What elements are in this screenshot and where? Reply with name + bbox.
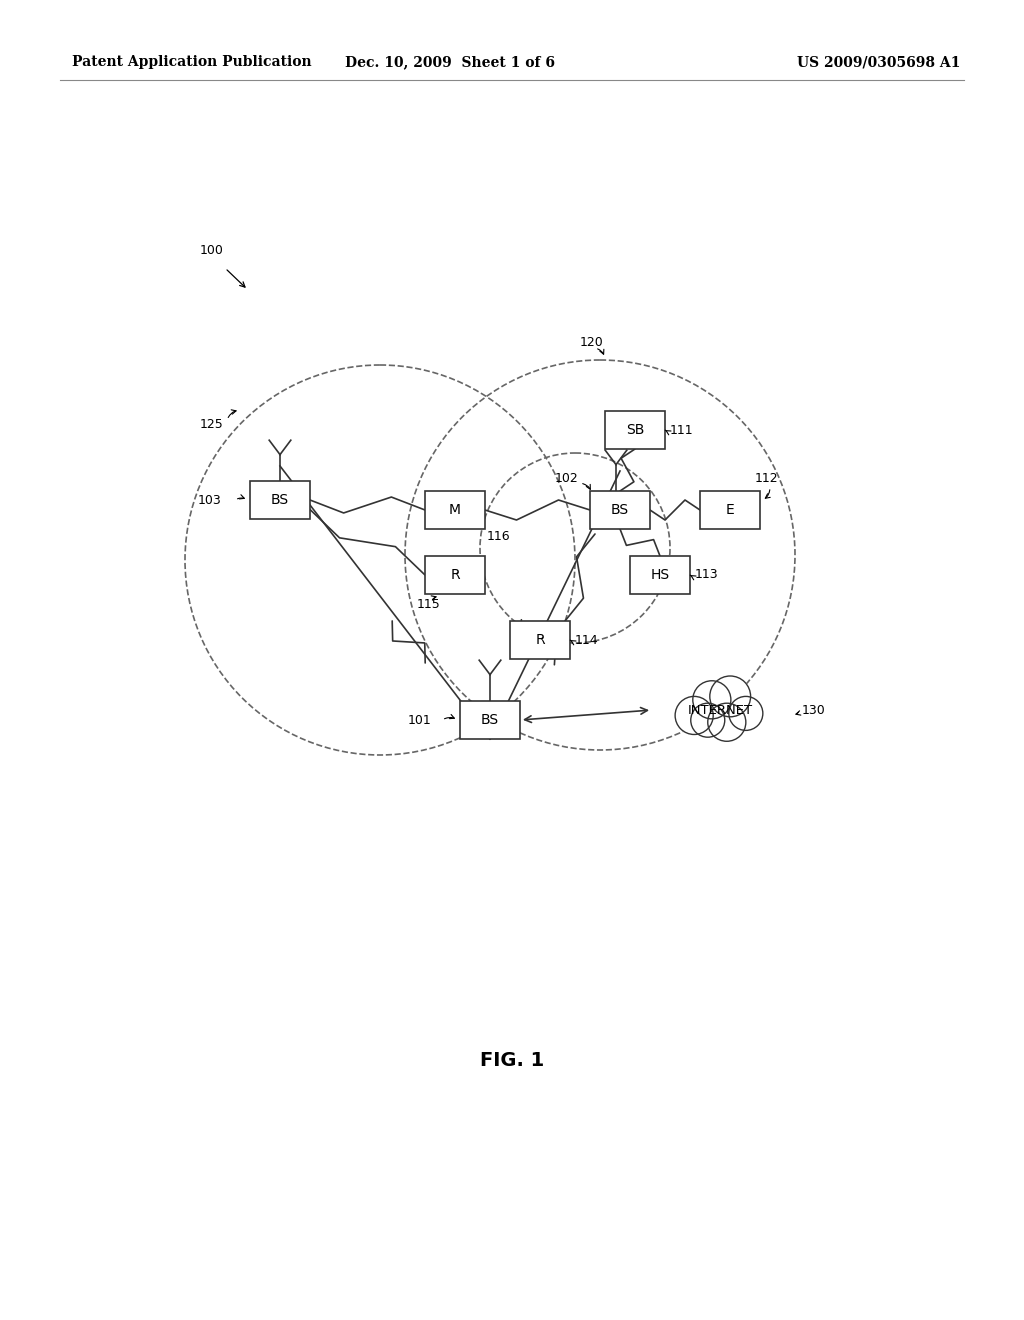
FancyBboxPatch shape <box>425 556 485 594</box>
Text: 114: 114 <box>575 634 599 647</box>
Text: Patent Application Publication: Patent Application Publication <box>72 55 311 69</box>
Text: HS: HS <box>650 568 670 582</box>
Circle shape <box>693 681 731 719</box>
Text: R: R <box>536 634 545 647</box>
Text: 115: 115 <box>417 598 440 610</box>
FancyBboxPatch shape <box>605 411 665 449</box>
Text: 113: 113 <box>695 569 719 582</box>
Text: 102: 102 <box>555 473 579 486</box>
Circle shape <box>691 704 725 737</box>
Circle shape <box>729 697 763 730</box>
Text: 101: 101 <box>408 714 432 726</box>
Text: 103: 103 <box>198 494 222 507</box>
Text: 100: 100 <box>200 243 224 256</box>
Text: BS: BS <box>481 713 499 727</box>
Text: Dec. 10, 2009  Sheet 1 of 6: Dec. 10, 2009 Sheet 1 of 6 <box>345 55 555 69</box>
FancyBboxPatch shape <box>700 491 760 529</box>
Text: BS: BS <box>611 503 629 517</box>
Circle shape <box>710 676 751 717</box>
Text: FIG. 1: FIG. 1 <box>480 1051 544 1069</box>
Text: 130: 130 <box>802 704 825 717</box>
FancyBboxPatch shape <box>460 701 520 739</box>
Text: 116: 116 <box>487 531 511 544</box>
Text: SB: SB <box>626 422 644 437</box>
Text: 111: 111 <box>670 424 693 437</box>
FancyBboxPatch shape <box>630 556 690 594</box>
FancyBboxPatch shape <box>250 480 310 519</box>
Circle shape <box>675 697 713 734</box>
FancyBboxPatch shape <box>425 491 485 529</box>
Text: M: M <box>449 503 461 517</box>
FancyBboxPatch shape <box>510 620 570 659</box>
Text: US 2009/0305698 A1: US 2009/0305698 A1 <box>797 55 961 69</box>
Text: 120: 120 <box>580 335 604 348</box>
Circle shape <box>708 704 745 742</box>
FancyBboxPatch shape <box>590 491 650 529</box>
Text: INTERNET: INTERNET <box>687 704 753 717</box>
Text: BS: BS <box>271 492 289 507</box>
Text: R: R <box>451 568 460 582</box>
Text: 125: 125 <box>200 418 224 432</box>
Text: E: E <box>726 503 734 517</box>
Text: 112: 112 <box>755 473 778 486</box>
